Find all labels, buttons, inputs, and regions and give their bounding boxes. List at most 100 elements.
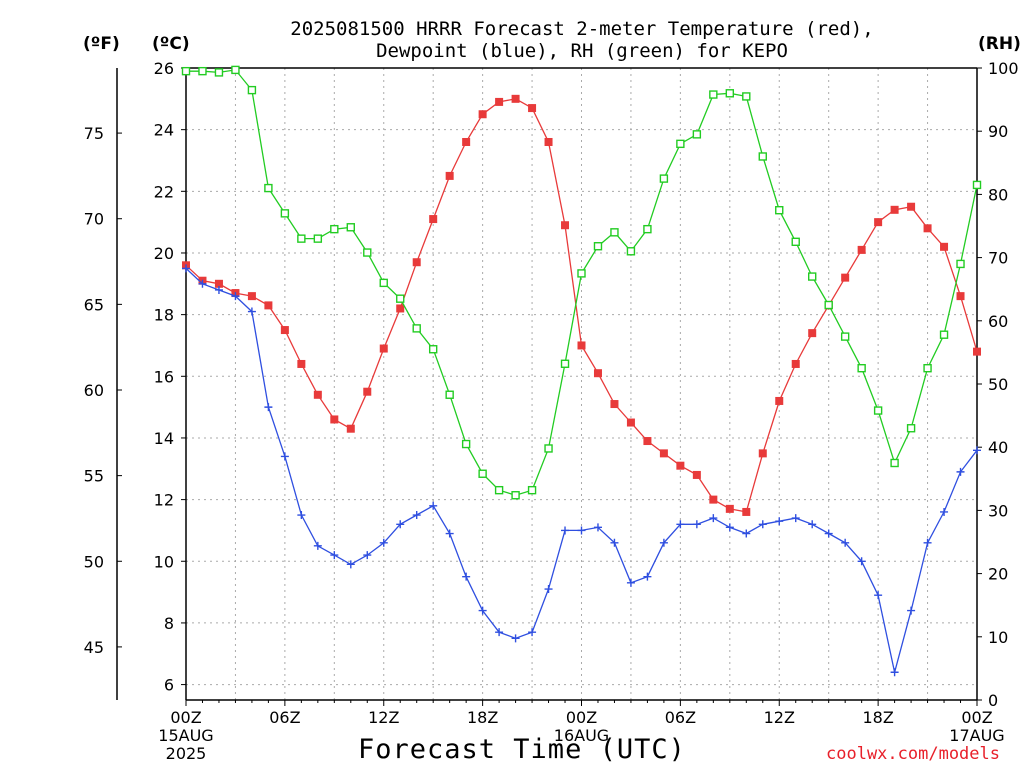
temperature-point <box>495 97 504 106</box>
temperature-point <box>593 369 602 378</box>
dewpoint-point <box>577 526 586 535</box>
rh-point <box>840 332 850 341</box>
chart-title: 2025081500 HRRR Forecast 2-meter Tempera… <box>0 18 1024 62</box>
rh-point <box>709 90 718 99</box>
dewpoint-point <box>231 292 240 301</box>
temperature-point <box>264 301 273 310</box>
dewpoint-point <box>247 307 256 316</box>
dewpoint-point <box>495 628 504 637</box>
temperature-point <box>544 137 553 146</box>
dewpoint-point <box>593 523 602 532</box>
rh-point <box>577 269 586 278</box>
x-tick-date-label: 16AUG <box>554 726 609 745</box>
dewpoint-point <box>758 520 767 529</box>
rh-point <box>758 152 767 161</box>
dewpoint-point <box>462 572 471 581</box>
rh-point <box>511 491 520 500</box>
temperature-point <box>643 437 652 446</box>
dewpoint-point <box>544 585 553 594</box>
temperature-point <box>857 245 866 254</box>
temperature-point <box>758 449 767 458</box>
rh-point <box>198 66 207 76</box>
dewpoint-point <box>626 578 635 587</box>
rh-point <box>659 174 669 183</box>
rh-tick-label: 20 <box>988 565 1008 584</box>
chart-title-line-2: Dewpoint (blue), RH (green) for KEPO <box>376 40 788 62</box>
fahrenheit-tick-label: 45 <box>84 638 104 657</box>
dewpoint-point <box>907 606 916 615</box>
rh-point <box>527 485 537 495</box>
rh-point <box>280 209 290 218</box>
dewpoint-point <box>692 520 701 529</box>
temperature-point <box>923 224 932 233</box>
dewpoint-point <box>363 551 372 560</box>
rh-point <box>264 183 273 193</box>
dewpoint-point <box>841 538 850 547</box>
temperature-point <box>577 341 586 350</box>
dewpoint-point <box>725 523 734 532</box>
dewpoint-point <box>923 538 932 547</box>
celsius-tick-label: 22 <box>154 182 174 201</box>
celsius-tick-label: 18 <box>154 306 174 325</box>
rh-tick-label: 60 <box>988 312 1008 331</box>
rh-point <box>890 458 899 468</box>
temperature-point <box>297 359 306 368</box>
dewpoint-point <box>956 467 965 476</box>
rh-point <box>610 228 619 237</box>
temperature-point <box>247 292 256 301</box>
temperature-point <box>841 273 850 282</box>
rh-point <box>297 234 306 243</box>
rh-tick-label: 90 <box>988 122 1008 141</box>
credit-text: coolwx.com/models <box>826 744 1000 764</box>
dewpoint-point <box>659 538 668 547</box>
chart-title-line-1: 2025081500 HRRR Forecast 2-meter Tempera… <box>290 18 874 40</box>
dewpoint-point <box>330 551 339 560</box>
rh-point <box>791 237 800 247</box>
temperature-point <box>214 279 223 288</box>
fahrenheit-tick-label: 75 <box>84 124 104 143</box>
rh-point <box>494 485 504 495</box>
temperature-point <box>429 215 438 224</box>
temperature-point <box>626 418 635 427</box>
dewpoint-point <box>775 517 784 526</box>
temperature-point <box>676 461 685 470</box>
dewpoint-point <box>182 264 190 273</box>
x-tick-label: 00Z <box>961 708 992 727</box>
dewpoint-point <box>643 572 652 581</box>
temperature-point <box>610 400 619 409</box>
dewpoint-point <box>198 279 207 288</box>
dewpoint-point <box>445 529 454 538</box>
rh-point <box>428 345 438 354</box>
celsius-tick-label: 14 <box>154 429 174 448</box>
temperature-point <box>907 202 916 211</box>
x-tick-label: 06Z <box>665 708 696 727</box>
temperature-point <box>742 507 751 516</box>
rh-point <box>923 364 932 373</box>
temperature-point <box>379 344 388 353</box>
rh-point <box>906 424 916 433</box>
temperature-point <box>280 326 289 335</box>
temperature-point <box>511 94 520 103</box>
dewpoint-point <box>264 403 273 412</box>
temperature-point <box>528 104 537 113</box>
dewpoint-point <box>396 520 405 529</box>
x-tick-year-label: 2025 <box>166 744 207 763</box>
x-tick-date-label: 17AUG <box>949 726 1004 745</box>
rh-point <box>412 324 421 333</box>
fahrenheit-tick-label: 55 <box>84 467 104 486</box>
dewpoint-point <box>709 514 718 523</box>
temperature-point <box>791 359 800 368</box>
rh-point <box>247 85 257 95</box>
celsius-tick-label: 12 <box>154 491 174 510</box>
celsius-tick-label: 10 <box>154 552 174 571</box>
x-tick-label: 00Z <box>170 708 201 727</box>
rh-tick-label: 40 <box>988 438 1008 457</box>
temperature-point <box>692 470 701 479</box>
fahrenheit-tick-label: 65 <box>84 295 104 314</box>
temperature-point <box>445 171 454 180</box>
fahrenheit-tick-label: 50 <box>84 552 104 571</box>
temperature-point <box>874 218 883 227</box>
rh-unit-label: (RH) <box>978 34 1021 54</box>
rh-point <box>808 272 817 281</box>
